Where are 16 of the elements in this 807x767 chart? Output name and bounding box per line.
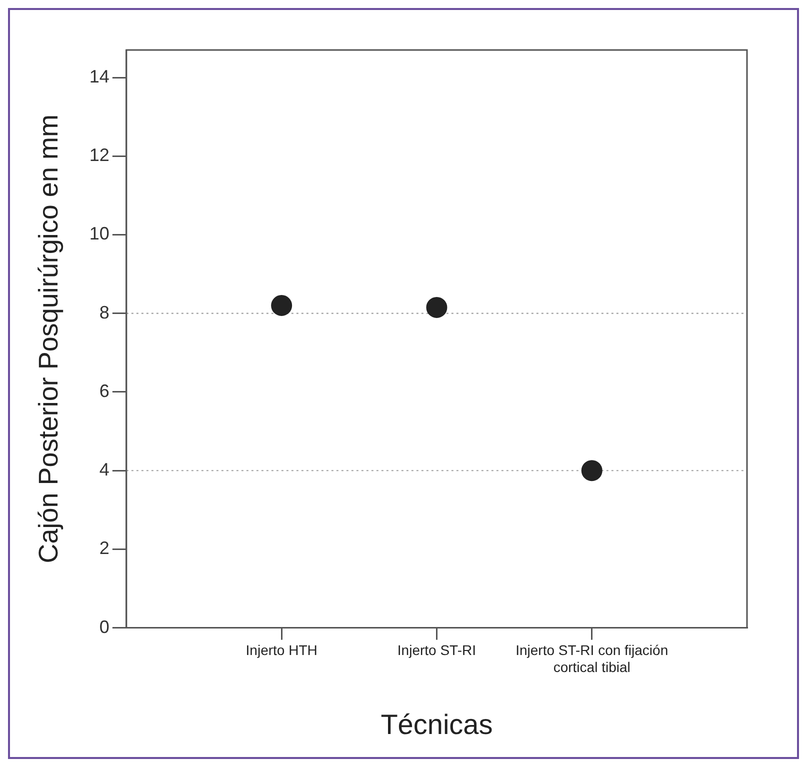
y-tick-label: 10 <box>89 224 110 244</box>
point <box>581 460 602 482</box>
point <box>426 296 448 318</box>
y-tick-label: 8 <box>99 302 110 322</box>
y-tick-label: 4 <box>99 460 110 480</box>
point <box>271 294 292 316</box>
y-axis-title: Cajón Posterior Posquirúrgico en mm <box>34 114 64 564</box>
y-tick-label: 12 <box>89 145 110 166</box>
y-tick-label: 0 <box>99 616 110 637</box>
x-tick-label: Injerto ST-RI <box>397 642 476 658</box>
x-tick-label: Injerto HTH <box>246 642 318 658</box>
y-tick-label: 6 <box>99 380 110 401</box>
x-axis-title: Técnicas <box>380 708 493 740</box>
y-tick-label: 2 <box>99 538 110 558</box>
x-tick-label: Injerto ST-RI con fijación cortical tibial <box>516 642 668 675</box>
y-tick-label: 14 <box>89 66 110 86</box>
